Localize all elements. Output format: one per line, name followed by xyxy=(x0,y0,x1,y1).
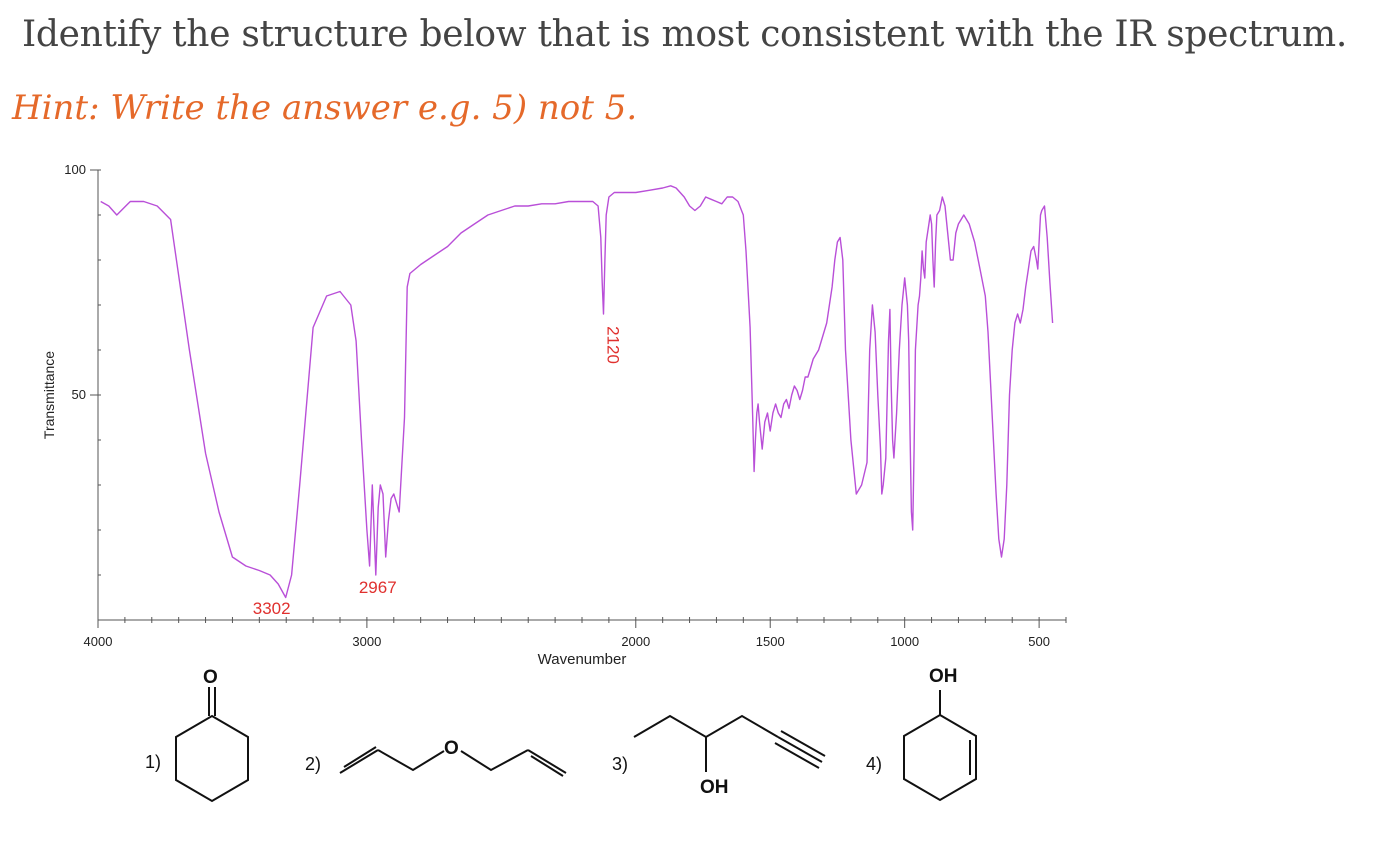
x-axis-title: Wavenumber xyxy=(538,651,627,668)
oxygen-label: O xyxy=(444,738,459,759)
chart-axes xyxy=(90,169,1067,628)
structure-4-number: 4) xyxy=(866,754,882,774)
structure-1[interactable]: 1) O xyxy=(145,667,249,803)
cyclohexene-ring xyxy=(903,713,977,802)
structure-1-number: 1) xyxy=(145,752,161,772)
structure-4[interactable]: 4) OH xyxy=(866,666,977,802)
alkene-bond xyxy=(530,755,564,777)
structure-3[interactable]: 3) OH xyxy=(612,714,826,798)
alkene-bond xyxy=(343,746,377,768)
chart-series xyxy=(100,185,1054,599)
x-tick-label: 2000 xyxy=(621,634,650,649)
x-tick-label: 1000 xyxy=(890,634,919,649)
structure-2-number: 2) xyxy=(305,754,321,774)
x-tick-label: 500 xyxy=(1028,634,1050,649)
hydroxyl-label: OH xyxy=(929,666,958,687)
peak-label: 2967 xyxy=(359,578,397,597)
x-tick-label: 4000 xyxy=(84,634,113,649)
ether-chain xyxy=(460,749,529,772)
x-tick-label: 1500 xyxy=(756,634,785,649)
alkene-bond xyxy=(527,749,567,774)
structure-2[interactable]: 2) O xyxy=(305,738,567,777)
hint-text: Hint: Write the answer e.g. 5) not 5. xyxy=(12,88,638,128)
oxygen-label: O xyxy=(203,667,218,688)
x-tick-label: 3000 xyxy=(352,634,381,649)
question-text: Identify the structure below that is mos… xyxy=(22,14,1347,55)
y-tick-label: 50 xyxy=(72,387,86,402)
alkyne-bond xyxy=(780,730,826,757)
ether-chain xyxy=(377,749,445,772)
y-tick-label: 100 xyxy=(64,162,86,177)
cyclohexane-ring xyxy=(175,714,249,803)
peak-label: 3302 xyxy=(253,599,291,618)
alkene-bond xyxy=(339,749,379,774)
alkyne-bond xyxy=(774,742,820,769)
structure-3-number: 3) xyxy=(612,754,628,774)
hydroxyl-label: OH xyxy=(700,777,729,798)
spectrum-line xyxy=(100,185,1054,599)
peak-label: 2120 xyxy=(604,326,623,364)
carbon-chain xyxy=(633,714,779,739)
chart-labels: 100 50 4000 3000 2000 1500 1000 500 Wavenumber Tr… xyxy=(41,162,1050,668)
y-axis-title: Transmittance xyxy=(41,351,57,439)
alkyne-bond xyxy=(777,736,823,763)
